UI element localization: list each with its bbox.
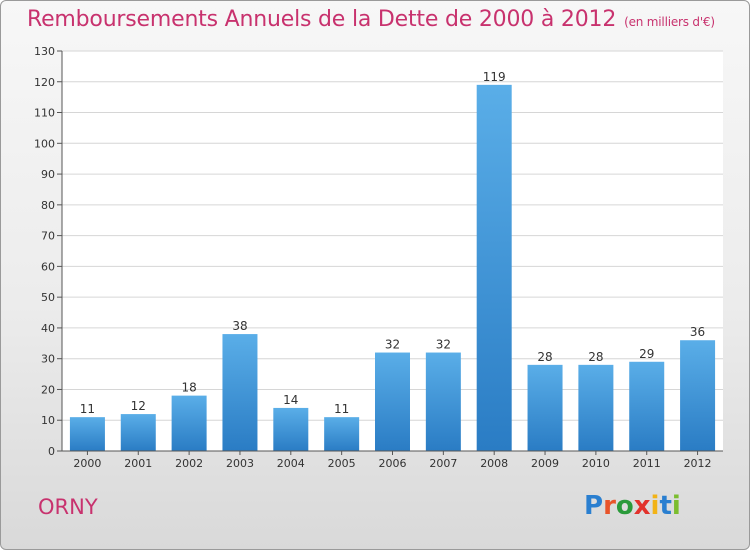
y-tick-label: 80 — [41, 199, 55, 212]
x-tick-label: 2000 — [73, 457, 101, 470]
y-tick-label: 90 — [41, 168, 55, 181]
bar-value-label: 11 — [334, 402, 349, 416]
bar-value-label: 11 — [80, 402, 95, 416]
y-tick-label: 60 — [41, 260, 55, 273]
x-tick-label: 2010 — [582, 457, 610, 470]
x-tick-label: 2001 — [124, 457, 152, 470]
bar-value-label: 29 — [639, 347, 654, 361]
chart-unit-label: (en milliers d'€) — [624, 15, 715, 29]
x-tick-label: 2007 — [429, 457, 457, 470]
chart-title-text: Remboursements Annuels de la Dette de 20… — [27, 7, 617, 32]
bar-value-label: 28 — [588, 350, 603, 364]
x-tick-label: 2011 — [633, 457, 661, 470]
bar-2002 — [171, 395, 207, 451]
bar-2000 — [69, 417, 105, 451]
y-tick-label: 40 — [41, 322, 55, 335]
x-tick-label: 2009 — [531, 457, 559, 470]
logo-letter: t — [659, 491, 672, 521]
chart-title: Remboursements Annuels de la Dette de 20… — [27, 7, 715, 32]
y-tick-label: 100 — [34, 137, 55, 150]
bar-2006 — [375, 352, 410, 451]
bar-2005 — [324, 417, 360, 451]
bar-2001 — [120, 414, 156, 451]
bar-2012 — [680, 340, 716, 451]
bar-value-label: 36 — [690, 325, 705, 339]
logo-letter: o — [615, 491, 634, 521]
bar-value-label: 14 — [283, 393, 298, 407]
y-tick-label: 130 — [34, 45, 55, 58]
bar-value-label: 38 — [232, 319, 247, 333]
bar-value-label: 18 — [181, 381, 196, 395]
bar-value-label: 32 — [436, 338, 451, 352]
bar-2011 — [629, 361, 665, 451]
bar-2009 — [527, 364, 563, 451]
x-tick-label: 2004 — [277, 457, 305, 470]
x-tick-label: 2006 — [379, 457, 407, 470]
y-tick-label: 30 — [41, 353, 55, 366]
y-tick-label: 10 — [41, 414, 55, 427]
y-axis: 0 10 20 30 40 50 60 70 80 90 100 110 120 130 — [34, 45, 63, 458]
bar-value-label: 12 — [131, 399, 146, 413]
bar-2010 — [578, 364, 614, 451]
logo-letter: i — [650, 491, 660, 521]
logo-letter: i — [671, 491, 681, 521]
logo-letter: r — [603, 491, 616, 521]
bar-value-label: 32 — [385, 338, 400, 352]
y-tick-label: 20 — [41, 383, 55, 396]
town-name: ORNY — [38, 495, 98, 519]
x-tick-label: 2012 — [684, 457, 712, 470]
x-tick-label: 2005 — [328, 457, 356, 470]
bar-2008 — [476, 84, 512, 451]
x-tick-label: 2003 — [226, 457, 254, 470]
y-tick-label: 70 — [41, 230, 55, 243]
bar-value-label: 119 — [483, 70, 506, 84]
y-tick-label: 50 — [41, 291, 55, 304]
x-axis: 2000 2001 2002 2003 2004 2005 2006 2007 2008 2009… — [62, 450, 723, 470]
y-tick-label: 110 — [34, 107, 55, 120]
bar-value-label: 28 — [537, 350, 552, 364]
x-tick-label: 2002 — [175, 457, 203, 470]
proxiti-logo[interactable]: Proxiti — [584, 491, 681, 521]
y-tick-label: 120 — [34, 76, 55, 89]
bar-2004 — [273, 407, 309, 451]
bar-2007 — [425, 352, 461, 451]
bar-2003 — [222, 334, 258, 451]
logo-letter: P — [584, 491, 604, 521]
y-tick-label: 0 — [48, 445, 55, 458]
logo-letter: x — [633, 491, 651, 521]
x-tick-label: 2008 — [480, 457, 508, 470]
bars: 11 12 18 38 14 11 32 32 119 28 28 29 36 — [69, 70, 716, 451]
